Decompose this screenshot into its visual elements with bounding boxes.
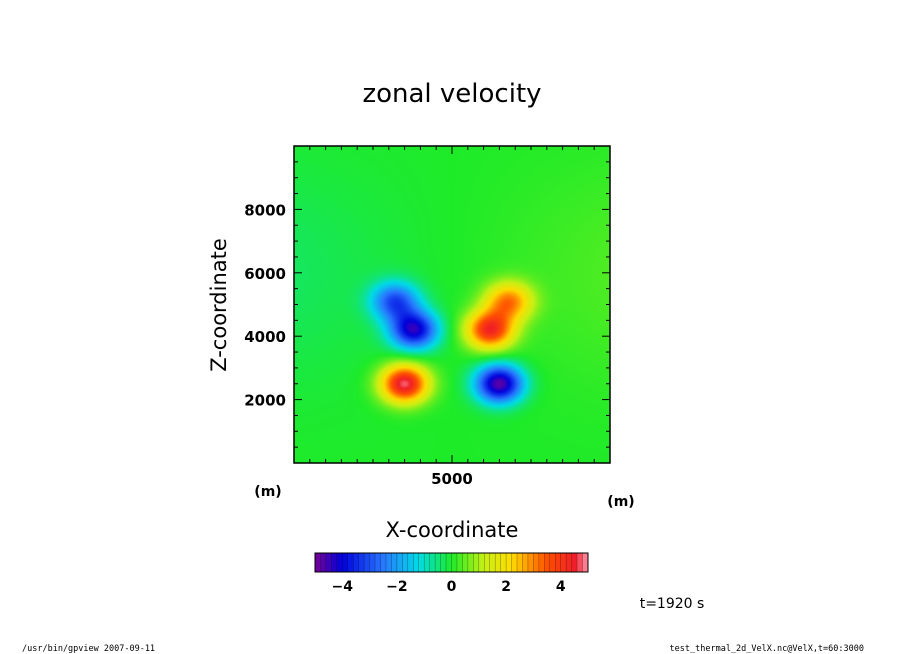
colorbar-segment — [385, 553, 392, 572]
colorbar-segment — [336, 553, 343, 572]
colorbar-tick-labels: −4 −2 0 2 4 — [332, 579, 566, 595]
axis-ticks — [294, 146, 610, 463]
colorbar-segment — [380, 553, 387, 572]
colorbar-segment — [511, 553, 518, 572]
colorbar-segment — [358, 553, 365, 572]
colorbar-segment — [456, 553, 463, 572]
x-tick-labels: 5000 — [431, 470, 473, 488]
x-axis-unit: (m) — [607, 494, 634, 510]
colorbar-segment — [364, 553, 370, 572]
colorbar-segment — [315, 553, 321, 572]
plot-area — [293, 145, 611, 464]
colorbar-segment — [446, 553, 452, 572]
colorbar-segment — [506, 553, 512, 572]
colorbar-tick-label: −4 — [332, 579, 354, 595]
colorbar-segment — [391, 553, 398, 572]
colorbar-segment — [467, 553, 474, 572]
colorbar-segment — [347, 553, 354, 572]
colorbar-segment — [325, 553, 332, 572]
colorbar-segment — [407, 553, 414, 572]
colorbar-segment — [582, 553, 589, 572]
colorbar-segment — [484, 553, 491, 572]
colorbar-segment — [435, 553, 441, 572]
colorbar-segment — [577, 553, 583, 572]
chart-title: zonal velocity — [362, 79, 541, 109]
colorbar-segment — [331, 553, 338, 572]
colorbar-tick-label: −2 — [386, 579, 407, 595]
colorbar-segment — [429, 553, 436, 572]
colorbar-tick-label: 4 — [556, 579, 566, 595]
colorbar-segment — [549, 553, 556, 572]
colorbar-segment — [566, 553, 572, 572]
y-tick-label: 4000 — [244, 328, 286, 346]
colorbar-segment — [424, 553, 430, 572]
colorbar-segment — [544, 553, 551, 572]
colorbar-segment — [440, 553, 447, 572]
colorbar-segment — [538, 553, 545, 572]
colorbar-segment — [533, 553, 540, 572]
velocity-field — [294, 146, 610, 463]
x-tick-label: 5000 — [431, 470, 473, 488]
colorbar-segment — [320, 553, 327, 572]
footer-left: /usr/bin/gpview 2007-09-11 — [22, 644, 155, 654]
y-tick-labels: 2000 4000 6000 8000 — [244, 201, 286, 409]
colorbar-frame — [314, 552, 589, 573]
colorbar-tick-label: 0 — [447, 579, 457, 595]
colorbar-segment — [560, 553, 567, 572]
colorbar-segment — [478, 553, 485, 572]
y-tick-label: 6000 — [244, 265, 286, 283]
y-tick-label: 2000 — [244, 392, 286, 410]
colorbar-segment — [489, 553, 496, 572]
colorbar — [314, 552, 589, 573]
colorbar-segment — [527, 553, 534, 572]
colorbar-segment — [418, 553, 425, 572]
colorbar-segment — [500, 553, 507, 572]
colorbar-segment — [396, 553, 403, 572]
y-tick-label: 8000 — [244, 201, 286, 219]
y-axis-unit: (m) — [254, 484, 281, 500]
colorbar-segment — [517, 553, 523, 572]
colorbar-segment — [555, 553, 561, 572]
colorbar-segment — [462, 553, 469, 572]
colorbar-segment — [342, 553, 349, 572]
colorbar-segment — [402, 553, 409, 572]
colorbar-tick-label: 2 — [501, 579, 511, 595]
colorbar-segment — [522, 553, 529, 572]
footer-right: test_thermal_2d_VelX.nc@VelX,t=60:3000 — [670, 644, 864, 654]
time-label: t=1920 s — [640, 596, 705, 612]
y-axis-label: Z-coordinate — [207, 238, 231, 372]
x-axis-label: X-coordinate — [386, 518, 519, 542]
colorbar-segment — [369, 553, 376, 572]
colorbar-segment — [451, 553, 458, 572]
colorbar-segment — [473, 553, 480, 572]
colorbar-segment — [413, 553, 420, 572]
colorbar-segment — [571, 553, 578, 572]
colorbar-segment — [353, 553, 359, 572]
colorbar-segment — [495, 553, 501, 572]
colorbar-segment — [375, 553, 381, 572]
